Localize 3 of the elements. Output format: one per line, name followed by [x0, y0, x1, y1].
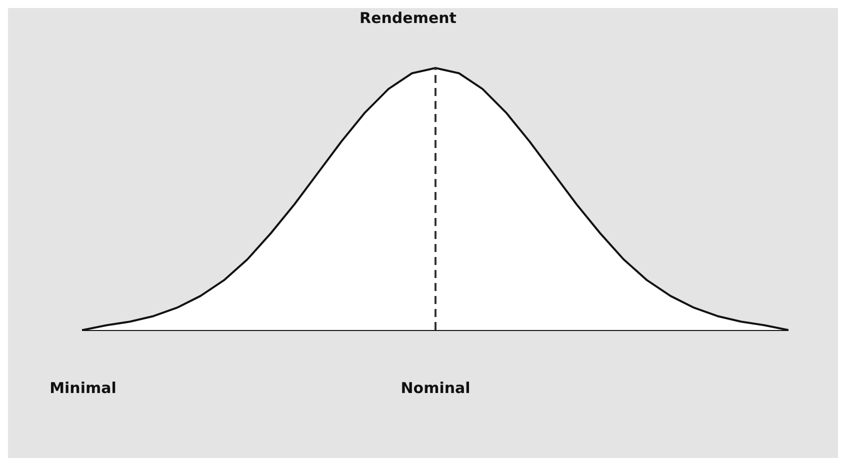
- x-tick-label: Minimal: [50, 378, 116, 397]
- x-tick-label: Nominal: [400, 378, 470, 397]
- chart-title: Rendement: [360, 8, 456, 27]
